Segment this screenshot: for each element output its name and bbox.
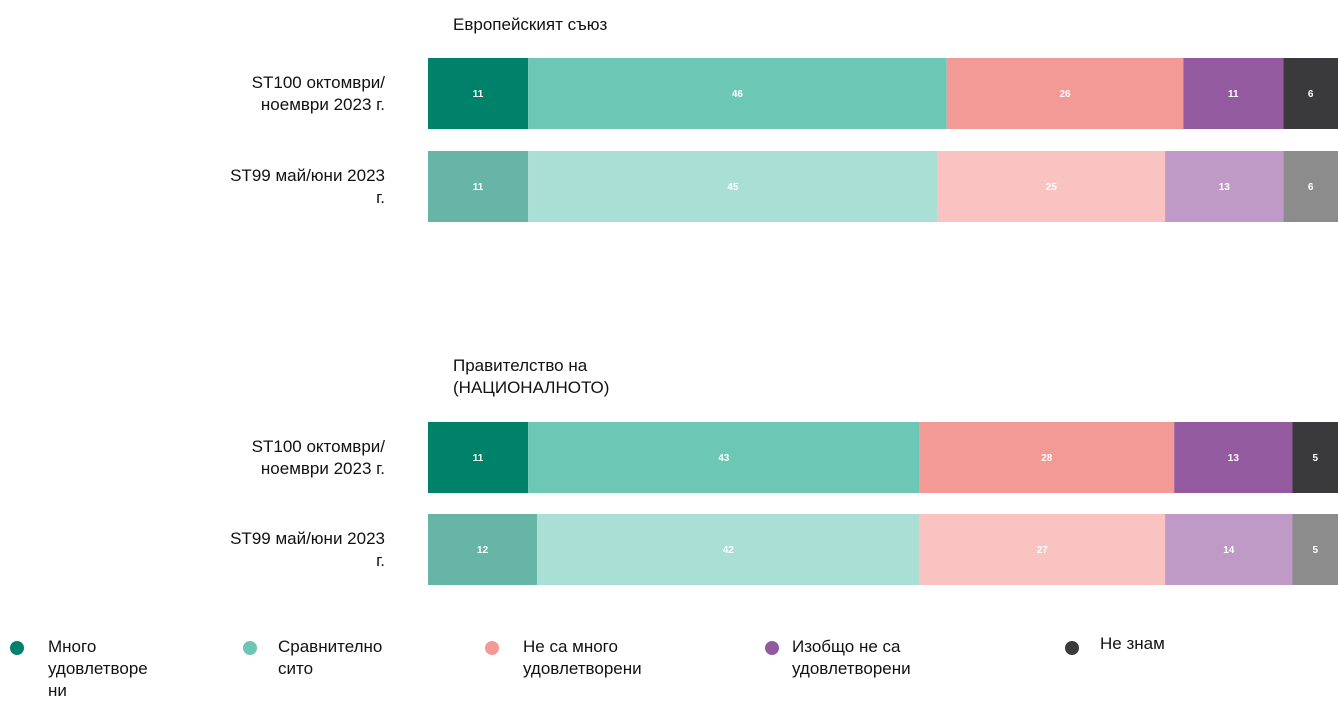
category-label: ST99 май/юни 2023 г. xyxy=(230,528,385,570)
bar-segment xyxy=(528,58,947,129)
value-label: 6 xyxy=(1308,182,1314,193)
value-label: 6 xyxy=(1308,89,1314,100)
legend-label: Не знам xyxy=(1100,634,1165,653)
value-label: 42 xyxy=(723,545,735,556)
value-label: 12 xyxy=(477,545,489,556)
legend-swatch xyxy=(765,641,779,655)
bar-segment xyxy=(428,58,529,129)
legend-label: Не са много удовлетворени xyxy=(523,637,642,678)
legend-swatch xyxy=(485,641,499,655)
bar-segment xyxy=(428,514,538,585)
bar-segment xyxy=(919,514,1166,585)
bar-segment xyxy=(919,422,1175,493)
value-label: 46 xyxy=(732,89,744,100)
value-label: 13 xyxy=(1219,182,1231,193)
bar-segment xyxy=(528,151,938,222)
bar-segment xyxy=(1165,514,1293,585)
legend-swatch xyxy=(1065,641,1079,655)
bar-segment xyxy=(1283,58,1338,129)
bar-segment xyxy=(946,58,1184,129)
bar-segment xyxy=(428,151,529,222)
value-label: 43 xyxy=(718,453,730,464)
bar-segment xyxy=(428,422,529,493)
bar-segment xyxy=(1292,514,1338,585)
value-label: 26 xyxy=(1059,89,1071,100)
bar-segment xyxy=(537,514,920,585)
panel-title: Европейският съюз xyxy=(453,15,608,34)
value-label: 5 xyxy=(1312,545,1318,556)
bar-segment xyxy=(1283,151,1338,222)
value-label: 45 xyxy=(727,182,739,193)
bar-segment xyxy=(528,422,920,493)
bar-segment xyxy=(1165,151,1284,222)
category-label: ST100 октомври/ноември 2023 г. xyxy=(251,436,385,478)
value-label: 11 xyxy=(1228,89,1239,100)
legend-label: Изобщо не са удовлетворени xyxy=(792,637,911,678)
legend-label: Сравнително сито xyxy=(278,637,383,678)
category-label: ST99 май/юни 2023 г. xyxy=(230,165,385,207)
bar-segment xyxy=(1183,58,1284,129)
value-label: 5 xyxy=(1312,453,1318,464)
bar-segment xyxy=(1174,422,1293,493)
value-label: 27 xyxy=(1037,545,1049,556)
panel-title: Правителство на (НАЦИОНАЛНОТО) xyxy=(453,356,610,397)
value-label: 11 xyxy=(473,89,484,100)
legend-swatch xyxy=(10,641,24,655)
value-label: 11 xyxy=(473,182,484,193)
category-label: ST100 октомври/ноември 2023 г. xyxy=(251,72,385,114)
value-label: 13 xyxy=(1228,453,1240,464)
bar-segment xyxy=(937,151,1166,222)
value-label: 14 xyxy=(1223,545,1235,556)
value-label: 11 xyxy=(473,453,484,464)
legend-swatch xyxy=(243,641,257,655)
value-label: 28 xyxy=(1041,453,1053,464)
legend-label: Много удовлетворени xyxy=(48,637,148,700)
value-label: 25 xyxy=(1046,182,1058,193)
bar-segment xyxy=(1292,422,1338,493)
